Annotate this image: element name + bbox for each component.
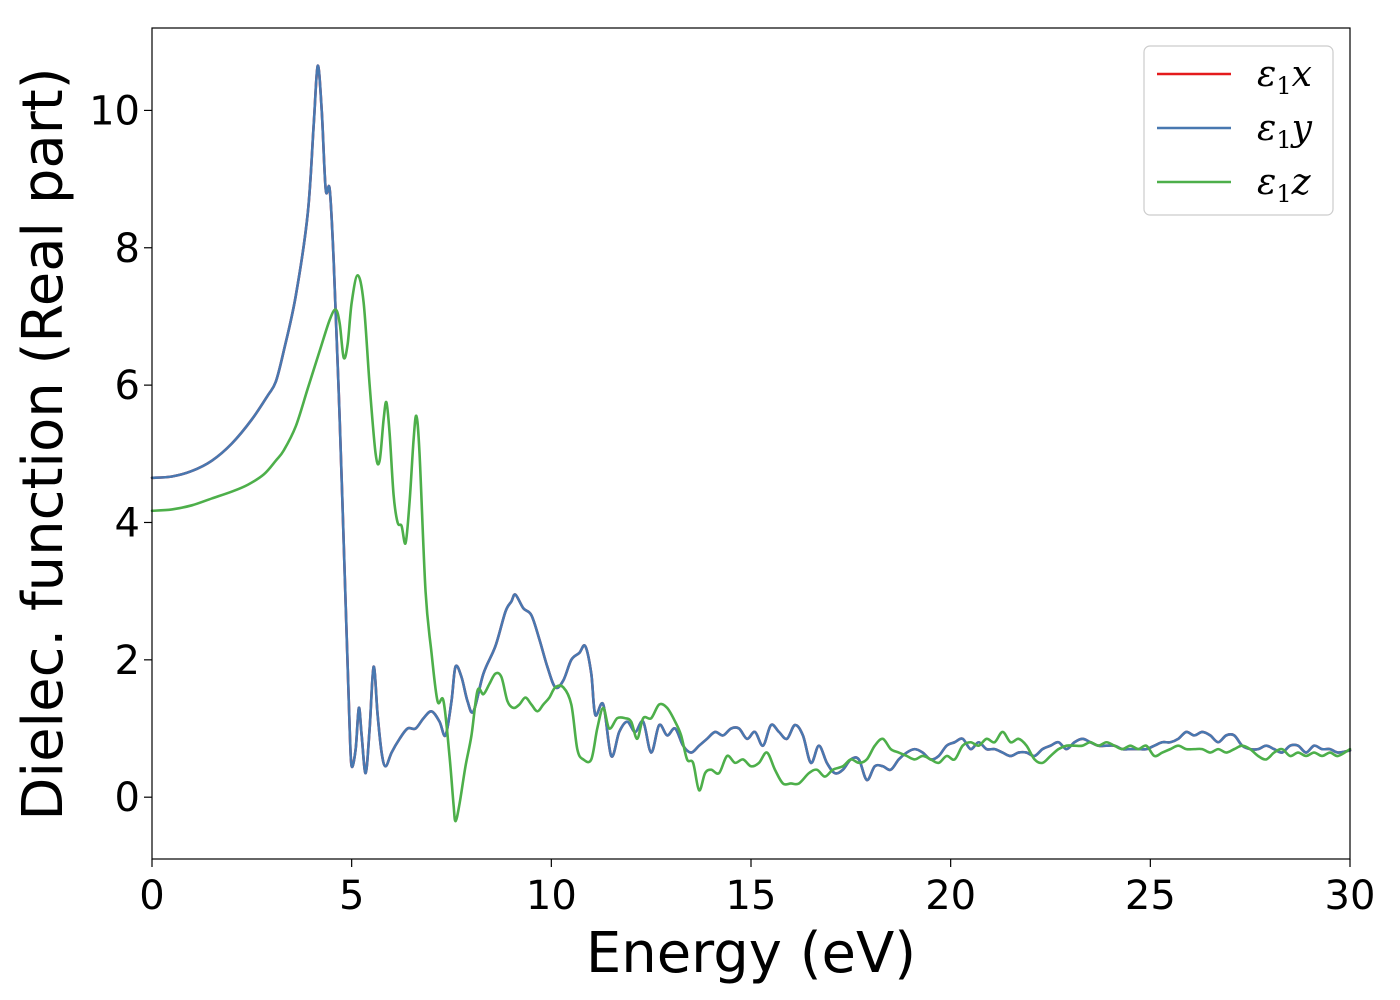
series-line-z bbox=[150, 273, 1352, 823]
x-tick-label: 20 bbox=[925, 873, 976, 919]
legend-box bbox=[1143, 45, 1334, 216]
y-tick-label: 8 bbox=[115, 226, 140, 272]
x-tick-label: 30 bbox=[1325, 873, 1376, 919]
legend: ε1x ε1y ε1z bbox=[1143, 45, 1334, 216]
y-axis-ticks: 0 2 4 6 8 10 bbox=[89, 88, 152, 821]
x-tick-label: 0 bbox=[139, 873, 164, 919]
x-tick-label: 15 bbox=[726, 873, 777, 919]
y-axis-label: Dielec. function (Real part) bbox=[11, 67, 76, 820]
y-tick-label: 2 bbox=[115, 638, 140, 684]
x-tick-label: 10 bbox=[526, 873, 577, 919]
y-tick-label: 0 bbox=[115, 775, 140, 821]
legend-label-z: ε1z bbox=[1257, 162, 1312, 208]
series-layer bbox=[150, 64, 1352, 823]
x-tick-label: 5 bbox=[339, 873, 364, 919]
y-tick-label: 10 bbox=[89, 88, 140, 134]
x-tick-label: 25 bbox=[1125, 873, 1176, 919]
y-tick-label: 6 bbox=[115, 363, 140, 409]
x-axis-ticks: 0 5 10 15 20 25 30 bbox=[139, 859, 1375, 919]
x-axis-label: Energy (eV) bbox=[586, 921, 916, 986]
y-tick-label: 4 bbox=[115, 500, 140, 546]
legend-label-y: ε1y bbox=[1257, 108, 1313, 154]
legend-label-x: ε1x bbox=[1257, 54, 1312, 100]
